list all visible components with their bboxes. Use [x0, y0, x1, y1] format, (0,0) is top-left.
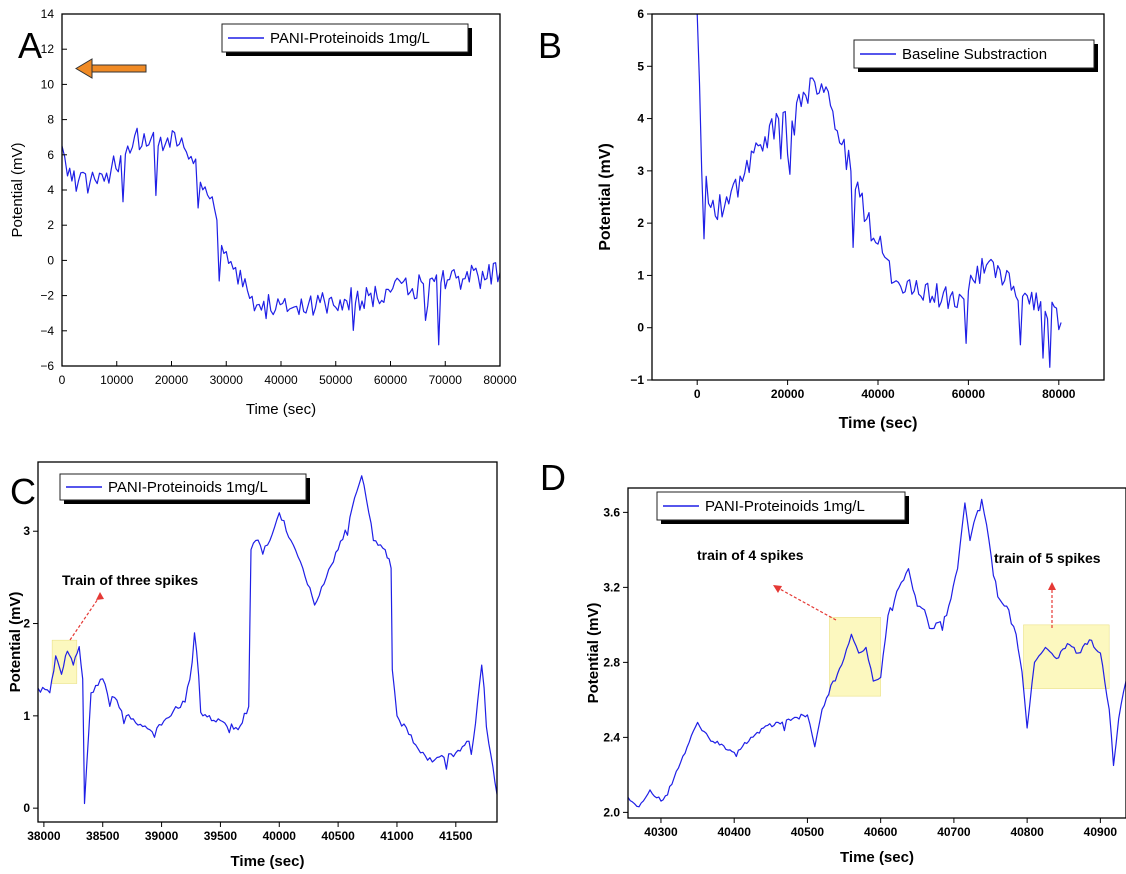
x-tick-label: 20000	[771, 387, 805, 401]
x-tick-label: 60000	[374, 373, 408, 387]
y-tick-label: 3	[637, 164, 644, 178]
y-tick-label: −1	[630, 373, 644, 387]
highlight-region-2	[1023, 624, 1110, 689]
y-tick-label: 1	[23, 709, 30, 723]
x-tick-label: 40500	[321, 829, 355, 843]
y-tick-label: 2.0	[603, 805, 620, 819]
y-tick-label: 3.6	[603, 505, 620, 519]
x-tick-label: 41500	[439, 829, 473, 843]
y-tick-label: 2	[47, 218, 54, 232]
panel-letter: D	[540, 457, 566, 498]
y-tick-label: 0	[637, 321, 644, 335]
x-tick-label: 38500	[86, 829, 120, 843]
y-tick-label: 8	[47, 113, 54, 127]
annotation-arrow-a	[75, 58, 147, 79]
y-tick-label: 1	[637, 268, 644, 282]
x-tick-label: 40800	[1010, 825, 1044, 839]
x-tick-label: 50000	[319, 373, 353, 387]
x-tick-label: 41000	[380, 829, 414, 843]
panel-letter: A	[18, 25, 42, 66]
x-axis-title: Time (sec)	[231, 853, 305, 870]
y-tick-label: 5	[637, 59, 644, 73]
panel-letter: B	[538, 25, 562, 66]
plot-frame	[627, 487, 1126, 819]
y-tick-label: 2	[23, 617, 30, 631]
x-tick-label: 40900	[1084, 825, 1118, 839]
x-tick-label: 60000	[952, 387, 986, 401]
y-tick-label: 0	[23, 801, 30, 815]
y-tick-label: 6	[637, 7, 644, 21]
y-tick-label: −4	[40, 324, 54, 338]
x-tick-label: 40600	[864, 825, 898, 839]
series-line-1	[61, 127, 501, 346]
annotation-arrow-head-1	[773, 585, 782, 593]
annotation-arrow-head	[96, 592, 104, 600]
y-tick-label: 2	[637, 216, 644, 230]
legend-label: PANI-Proteinoids 1mg/L	[108, 479, 268, 496]
series-line-1	[627, 498, 1126, 808]
legend-label: Baseline Substraction	[902, 46, 1047, 63]
annotation-text: Train of three spikes	[62, 572, 198, 588]
x-tick-label: 40300	[644, 825, 678, 839]
chart-panel-d: 40300 40400 40500 40600 40700 40800 40900 2.0 2.…	[540, 457, 1126, 866]
x-tick-label: 70000	[429, 373, 463, 387]
x-tick-label: 0	[59, 373, 66, 387]
y-axis-title: Potential (mV)	[9, 142, 26, 237]
y-tick-label: 4	[637, 112, 644, 126]
y-tick-label: −2	[40, 289, 54, 303]
annotation-arrow-head-2	[1048, 582, 1056, 590]
chart-panel-b: 0 20000 40000 60000 80000 −1 0 1 2 3 4 5 6 Time (sec)…	[538, 7, 1105, 432]
x-tick-label: 39000	[145, 829, 179, 843]
y-tick-label: 14	[41, 7, 55, 21]
x-axis-title: Time (sec)	[839, 415, 918, 432]
arrow-head	[75, 58, 93, 79]
x-tick-label: 38000	[27, 829, 61, 843]
y-tick-label: 3.2	[603, 580, 620, 594]
x-tick-label: 0	[694, 387, 701, 401]
x-tick-label: 39500	[204, 829, 238, 843]
annotation-c: Train of three spikes	[62, 572, 198, 641]
arrow-shaft	[83, 64, 147, 73]
series-line-1	[37, 475, 498, 805]
x-tick-label: 40000	[263, 829, 297, 843]
x-tick-label: 80000	[483, 373, 517, 387]
x-tick-label: 10000	[100, 373, 134, 387]
x-tick-label: 40000	[264, 373, 298, 387]
series-line-1	[696, 13, 1062, 368]
x-tick-label: 30000	[210, 373, 244, 387]
annotation-d: train of 4 spikes train of 5 spikes	[697, 547, 1101, 628]
x-tick-label: 80000	[1042, 387, 1076, 401]
annotation-arrow-line-1	[777, 587, 837, 621]
y-tick-label: 4	[47, 183, 54, 197]
chart-panel-a: 0 10000 20000 30000 40000 50000 60000 70000 8000…	[9, 7, 517, 418]
x-axis-title: Time (sec)	[840, 849, 914, 866]
x-tick-label: 20000	[155, 373, 189, 387]
panel-letter: C	[10, 471, 36, 512]
annotation-arrow-line	[69, 595, 101, 641]
y-tick-label: 2.4	[603, 730, 620, 744]
x-tick-label: 40400	[718, 825, 752, 839]
y-tick-label: −6	[40, 359, 54, 373]
x-axis-title: Time (sec)	[246, 401, 316, 418]
chart-panel-c: 38000 38500 39000 39500 40000 40500 41000 41500…	[7, 461, 498, 870]
x-tick-label: 40500	[791, 825, 825, 839]
y-axis-title: Potential (mV)	[585, 603, 602, 704]
annotation-text-2: train of 5 spikes	[994, 550, 1101, 566]
y-tick-label: 3	[23, 524, 30, 538]
x-tick-label: 40700	[937, 825, 971, 839]
annotation-text-1: train of 4 spikes	[697, 547, 804, 563]
x-tick-label: 40000	[861, 387, 895, 401]
highlight-region-1	[829, 617, 881, 697]
y-tick-label: 0	[47, 253, 54, 267]
plot-frame	[37, 461, 498, 823]
legend-label: PANI-Proteinoids 1mg/L	[705, 498, 865, 515]
y-axis-title: Potential (mV)	[7, 592, 24, 693]
y-axis-title: Potential (mV)	[597, 143, 614, 251]
y-tick-label: 12	[41, 42, 55, 56]
y-tick-label: 6	[47, 148, 54, 162]
y-tick-label: 2.8	[603, 655, 620, 669]
legend-label: PANI-Proteinoids 1mg/L	[270, 30, 430, 47]
y-tick-label: 10	[41, 77, 55, 91]
